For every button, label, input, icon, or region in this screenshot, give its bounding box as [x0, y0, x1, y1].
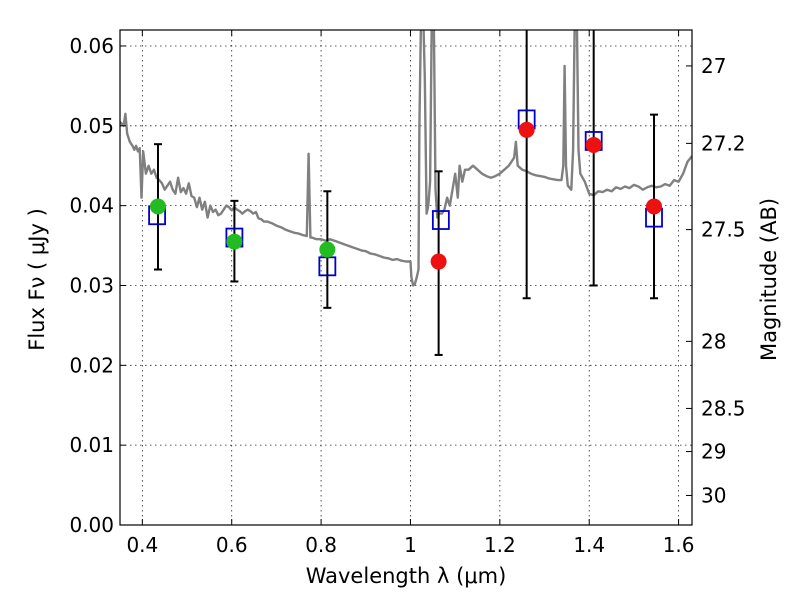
x-axis-label: Wavelength λ (μm): [306, 564, 507, 588]
right-tick-label: 27: [701, 54, 726, 78]
x-tick-label: 0.6: [216, 533, 248, 557]
model-square: [431, 210, 450, 230]
nir-point: [585, 136, 602, 153]
x-tick-label: 1.6: [663, 533, 695, 557]
right-axis-label: Magnitude (AB): [757, 198, 781, 361]
right-tick-label: 28.5: [701, 396, 746, 420]
right-tick-label: 28: [701, 329, 726, 353]
y-axis-label: Flux Fν ( μJy ): [25, 208, 49, 351]
model-photometry: [148, 109, 663, 277]
right-tick-label: 27.5: [701, 218, 746, 242]
nir-point: [430, 253, 447, 270]
observed-points: [149, 121, 663, 270]
nir-point: [646, 198, 663, 215]
y-tick-label: 0.06: [69, 34, 114, 58]
model-spectrum: [120, 30, 692, 287]
y-tick-label: 0.02: [69, 353, 114, 377]
y-tick-label: 0.00: [69, 513, 114, 537]
optical-point: [319, 241, 336, 258]
nir-point: [518, 121, 535, 138]
y-tick-label: 0.01: [69, 433, 114, 457]
x-tick-label: 1.2: [484, 533, 516, 557]
x-tick-label: 0.4: [126, 533, 158, 557]
y-tick-label: 0.04: [69, 194, 114, 218]
right-tick-label: 27.2: [701, 131, 746, 155]
grid-lines: [120, 30, 692, 526]
x-tick-label: 0.8: [305, 533, 337, 557]
y-tick-label: 0.03: [69, 273, 114, 297]
y-tick-label: 0.05: [69, 114, 114, 138]
right-tick-label: 30: [701, 483, 726, 507]
x-tick-label: 1: [404, 533, 417, 557]
optical-point: [226, 233, 243, 250]
error-bars: [153, 30, 659, 356]
right-tick-label: 29: [701, 440, 726, 464]
x-tick-label: 1.4: [573, 533, 605, 557]
axis-ticks: 0.4 0.6 0.8 1 1.2 1.4 1.6 0.00 0.01 0.02 0.03 0.04 0…: [69, 30, 746, 557]
optical-point: [149, 198, 166, 215]
axis-labels: Wavelength λ (μm) Flux Fν ( μJy ) Magnit…: [25, 198, 781, 588]
spectrum-line: [120, 30, 692, 287]
plot-frame: [119, 29, 693, 526]
